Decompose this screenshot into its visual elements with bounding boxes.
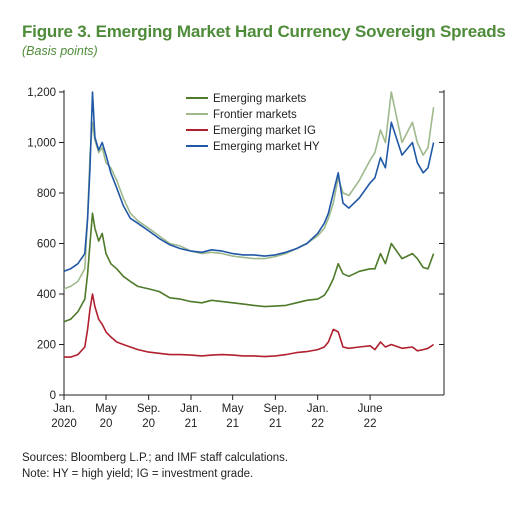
x-tick-label-year: 22 — [364, 418, 377, 430]
y-tick-label: 0 — [50, 390, 56, 402]
sources-note: Sources: Bloomberg L.P.; and IMF staff c… — [22, 452, 289, 464]
x-tick-label-year: 22 — [311, 418, 324, 430]
x-tick-label-year: 20 — [100, 418, 113, 430]
abbreviation-note: Note: HY = high yield; IG = investment g… — [22, 468, 254, 480]
x-tick-label: Jan. — [53, 403, 75, 415]
x-tick-label-year: 21 — [269, 418, 282, 430]
y-tick-label: 200 — [37, 340, 56, 352]
x-tick-label: June — [358, 403, 383, 415]
x-tick-label-year: 21 — [185, 418, 198, 430]
x-tick-label-year: 2020 — [51, 418, 77, 430]
x-tick-label-year: 21 — [226, 418, 239, 430]
legend-label: Emerging market IG — [213, 125, 316, 137]
x-tick-label: May — [95, 403, 117, 415]
chart-title: Figure 3. Emerging Market Hard Currency … — [22, 22, 506, 41]
y-tick-label: 800 — [37, 188, 56, 200]
x-tick-label: Jan. — [307, 403, 329, 415]
x-tick-label-year: 20 — [142, 418, 155, 430]
y-tick-label: 400 — [37, 289, 56, 301]
x-tick-label: May — [222, 403, 244, 415]
series-line-frontier-markets — [63, 91, 435, 290]
legend-label: Frontier markets — [213, 109, 297, 121]
y-tick-label: 1,000 — [27, 138, 56, 150]
x-tick-label: Jan. — [180, 403, 202, 415]
y-tick-label: 600 — [37, 239, 56, 251]
x-tick-label: Sep. — [264, 403, 288, 415]
x-tick-label: Sep. — [137, 403, 161, 415]
series-line-emerging-market-ig — [64, 293, 435, 358]
legend-label: Emerging markets — [213, 93, 307, 105]
legend-label: Emerging market HY — [213, 141, 320, 153]
series-line-emerging-markets — [63, 212, 435, 323]
y-tick-label: 1,200 — [27, 87, 56, 99]
footnotes: Sources: Bloomberg L.P.; and IMF staff c… — [22, 450, 288, 482]
chart-subtitle: (Basis points) — [22, 44, 98, 58]
series-line-emerging-market-hy — [63, 91, 435, 273]
